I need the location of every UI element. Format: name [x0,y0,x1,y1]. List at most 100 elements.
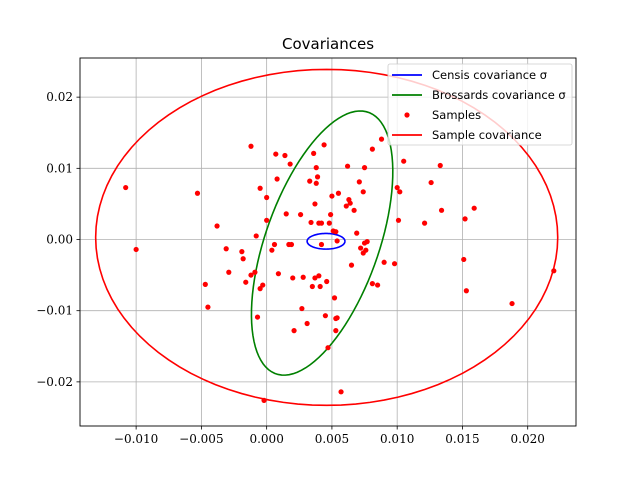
sample-point [334,315,340,321]
sample-point [364,239,370,245]
sample-point [344,163,351,169]
sample-point [391,261,398,267]
x-tick-label: 0.020 [511,432,545,446]
sample-point [243,279,249,285]
sample-point [381,259,387,265]
sample-point [462,216,468,222]
sample-point [239,249,245,255]
sample-point [252,269,258,275]
sample-point [271,241,278,248]
sample-point [328,211,334,218]
sample-point [325,345,331,351]
sample-point [363,247,369,253]
legend-box [387,63,573,146]
sample-point [308,219,314,226]
sample-points [123,136,557,403]
sample-point [378,136,385,142]
sample-point [313,165,319,171]
sample-point [273,151,279,157]
sample-point [261,397,267,403]
legend-label: Sample covariance [432,128,542,142]
legend: Censis covariance σ Brossards covariance … [387,63,573,146]
sample-point [421,220,428,226]
sample-point [333,229,339,235]
sample-point [123,184,129,191]
sample-point [351,207,357,213]
y-tick-label: 0.02 [46,90,73,104]
y-tick-label: −0.01 [36,304,73,318]
sample-point [397,189,403,195]
axes-frame [79,57,577,427]
sample-point [269,247,275,253]
sample-point [331,295,338,301]
sample-point [375,282,381,288]
x-tick-label: −0.010 [114,432,158,446]
sample-point [369,146,375,152]
sample-point [300,274,306,280]
sample-point [291,328,297,334]
legend-swatch-marker [404,112,410,118]
x-tick-label: 0.000 [249,432,283,446]
sample-point [335,190,342,196]
sample-point [240,256,246,262]
sample-point [205,304,211,310]
legend-label: Brossards covariance σ [432,88,566,102]
sample-point [461,256,467,263]
sample-point [309,283,315,290]
sample-point [264,194,270,201]
legend-label: Samples [432,108,481,122]
sample-point [314,174,321,180]
sample-point [358,245,364,251]
sample-point [361,165,368,171]
sample-point [202,281,208,287]
sample-point [214,223,220,229]
x-tick-label: 0.015 [445,432,479,446]
sample-point [356,179,362,185]
y-tick-label: 0.00 [46,233,73,247]
sample-point [321,142,327,148]
sample-point [333,328,339,334]
sample-point [338,389,344,395]
covariance-ellipse [306,232,346,250]
sample-point [326,220,332,226]
sample-point [290,275,296,281]
y-tick-label: −0.02 [36,375,73,389]
sample-point [257,286,263,292]
sample-point [312,275,318,281]
x-tick-label: −0.005 [179,432,223,446]
sample-point [318,241,325,248]
sample-point [509,300,515,307]
sample-point [369,281,375,287]
sample-point [288,241,295,248]
sample-point [274,176,280,182]
sample-point [322,313,328,319]
sample-point [401,158,407,164]
sample-point [395,217,402,223]
sample-point [471,205,477,211]
axis-ticks: −0.010 −0.005 0.000 0.005 0.010 0.015 0.020 −0.… [36,90,545,446]
sample-point [551,268,557,274]
sample-point [223,246,229,252]
x-tick-label: 0.005 [315,432,349,446]
sample-point [299,305,305,312]
sample-point [394,184,400,191]
sample-point [313,180,319,186]
sample-point [347,200,353,206]
sample-point [133,246,139,253]
sample-point [360,189,366,195]
sample-point [428,179,434,186]
x-tick-label: 0.010 [380,432,414,446]
sample-point [297,211,304,218]
sample-point [257,185,263,191]
sample-point [437,162,443,169]
sample-point [316,273,322,279]
sample-point [329,193,335,199]
sample-point [311,150,317,156]
sample-point [438,207,445,213]
sample-point [194,190,201,196]
chart-title: Covariances [282,35,374,53]
legend-label: Censis covariance σ [432,68,547,82]
sample-point [312,201,318,207]
